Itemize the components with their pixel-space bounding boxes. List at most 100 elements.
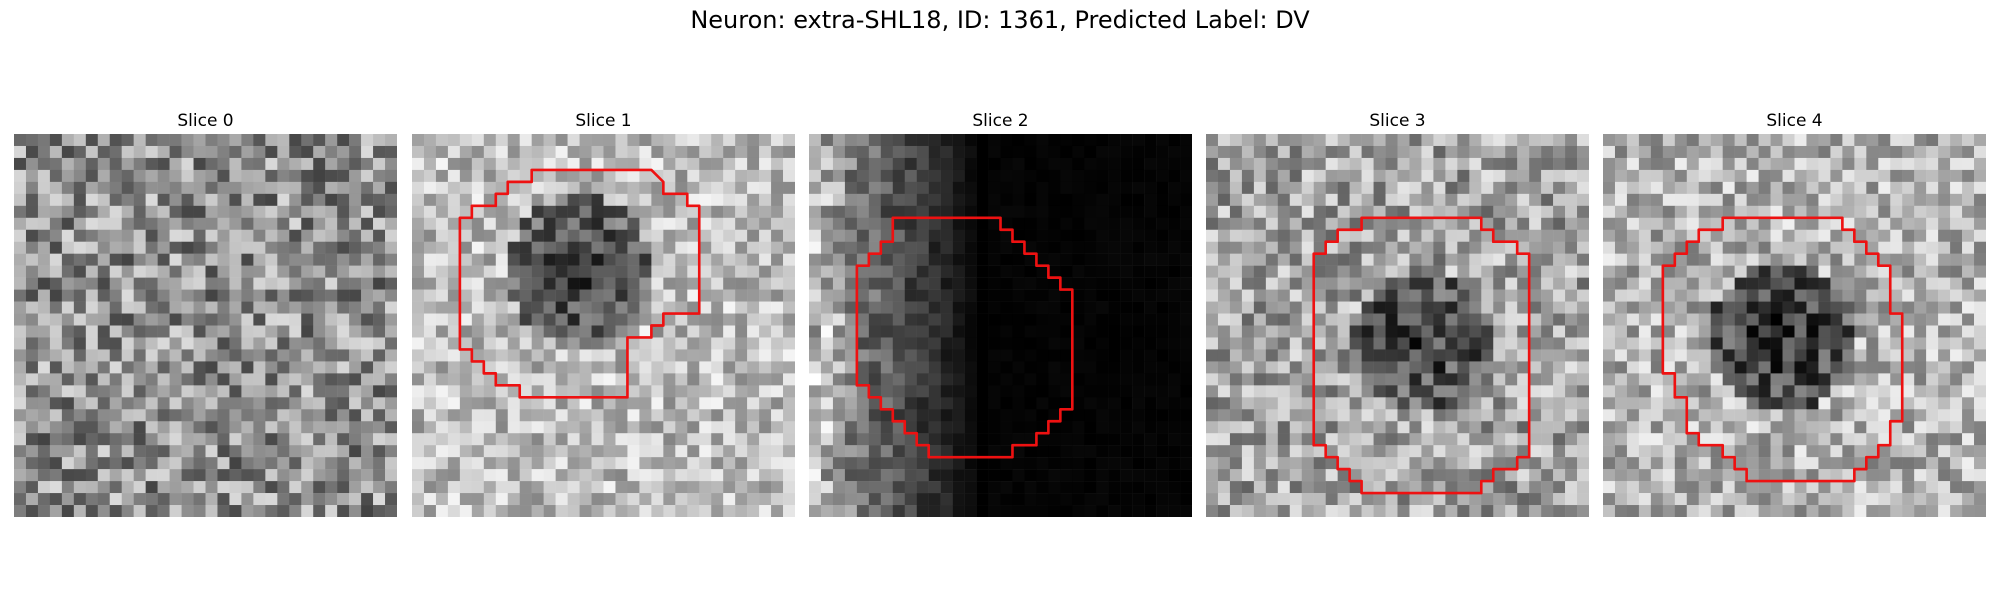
pixel	[37, 361, 51, 374]
pixel	[277, 265, 290, 278]
pixel	[181, 301, 194, 314]
pixel	[337, 289, 350, 302]
pixel	[1626, 253, 1640, 266]
pixel	[1156, 229, 1169, 242]
pixel	[265, 445, 278, 458]
pixel	[1421, 421, 1434, 434]
pixel	[447, 157, 461, 171]
pixel	[916, 229, 929, 242]
pixel	[1313, 409, 1326, 422]
pixel	[229, 289, 242, 302]
pixel	[880, 157, 894, 171]
pixel	[483, 421, 497, 434]
pixel	[1674, 145, 1688, 159]
pixel	[591, 397, 604, 410]
pixel	[1493, 385, 1506, 398]
pixel	[1854, 421, 1867, 434]
pixel	[169, 409, 182, 422]
pixel	[193, 205, 206, 219]
pixel	[1710, 229, 1723, 242]
pixel	[1301, 469, 1314, 482]
pixel	[699, 289, 712, 302]
pixel	[1433, 493, 1446, 506]
pixel	[880, 505, 894, 517]
pixel	[1373, 217, 1386, 230]
pixel	[1253, 457, 1267, 470]
pixel	[241, 134, 254, 147]
pixel	[1385, 289, 1398, 302]
pixel	[1217, 289, 1231, 302]
pixel	[1397, 241, 1410, 254]
pixel	[133, 277, 146, 290]
pixel	[1168, 397, 1181, 410]
pixel	[627, 505, 640, 517]
pixel	[904, 313, 917, 326]
pixel	[241, 205, 254, 219]
pixel	[61, 337, 75, 350]
pixel	[1265, 337, 1279, 350]
pixel	[1253, 481, 1267, 494]
pixel	[61, 265, 75, 278]
pixel	[73, 433, 87, 446]
pixel	[964, 289, 977, 302]
pixel	[337, 373, 350, 386]
pixel	[988, 145, 1001, 159]
pixel	[988, 325, 1001, 338]
pixel	[1373, 145, 1386, 159]
pixel	[435, 409, 449, 422]
pixel	[1048, 325, 1061, 338]
pixel	[1048, 289, 1061, 302]
pixel	[1505, 265, 1518, 278]
pixel	[591, 325, 604, 338]
pixel	[1938, 205, 1951, 219]
pixel	[471, 481, 485, 494]
pixel	[349, 229, 362, 242]
pixel	[459, 301, 473, 314]
pixel	[747, 409, 760, 422]
pixel	[1048, 181, 1061, 195]
pixel	[1553, 289, 1566, 302]
pixel	[61, 205, 75, 219]
pixel	[1686, 409, 1699, 422]
pixel	[1096, 241, 1109, 254]
pixel	[868, 229, 882, 242]
pixel	[1962, 409, 1975, 422]
pixel	[447, 325, 461, 338]
pixel	[157, 397, 170, 410]
pixel	[1662, 421, 1676, 434]
pixel	[531, 469, 544, 482]
pixel	[771, 217, 784, 230]
pixel	[759, 505, 772, 517]
pixel	[1313, 325, 1326, 338]
pixel	[1409, 433, 1422, 446]
pixel	[1265, 481, 1279, 494]
pixel	[1938, 421, 1951, 434]
pixel	[193, 325, 206, 338]
pixel	[928, 217, 941, 230]
pixel	[1144, 277, 1157, 290]
pixel	[832, 229, 846, 242]
pixel	[783, 457, 795, 470]
pixel	[699, 373, 712, 386]
pixel	[832, 457, 846, 470]
pixel	[1878, 265, 1891, 278]
pixel	[1024, 325, 1037, 338]
pixel	[325, 457, 338, 470]
pixel	[1902, 373, 1915, 386]
pixel	[1866, 433, 1879, 446]
pixel	[1842, 325, 1855, 338]
pixel	[1313, 265, 1326, 278]
pixel	[759, 145, 772, 159]
pixel	[809, 157, 822, 171]
pixel	[988, 205, 1001, 219]
pixel	[1180, 325, 1192, 338]
pixel	[531, 325, 544, 338]
pixel	[1277, 289, 1291, 302]
pixel	[1686, 457, 1699, 470]
pixel	[1361, 229, 1374, 242]
pixel	[423, 301, 437, 314]
pixel	[1962, 433, 1975, 446]
pixel	[615, 469, 628, 482]
pixel	[1806, 325, 1819, 338]
pixel	[1614, 313, 1628, 326]
